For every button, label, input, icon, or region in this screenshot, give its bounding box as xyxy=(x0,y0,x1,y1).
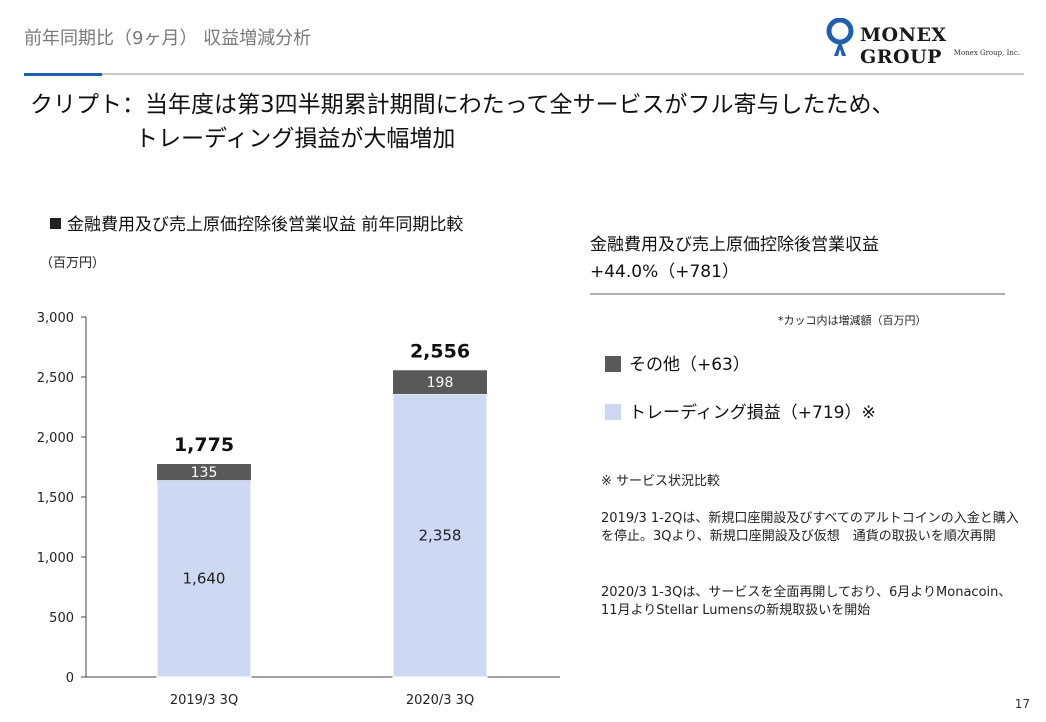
header-accent-bar xyxy=(24,73,102,76)
legend-label-other: その他（+63） xyxy=(629,355,750,375)
bar-segment xyxy=(157,464,251,481)
data-label: 198 xyxy=(427,375,454,391)
bar-segment xyxy=(393,370,487,395)
page-header-title: 前年同期比（9ヶ月） 収益増減分析 xyxy=(24,28,312,49)
x-tick-label: 2019/3 3Q xyxy=(170,693,238,708)
total-label: 1,775 xyxy=(174,434,234,456)
chart-title: 金融費用及び売上原価控除後営業収益 前年同期比較 xyxy=(50,210,463,235)
service-status-paragraph-2: 2020/3 1-3Qは、サービスを全面再開しており、6月よりMonacoin、… xyxy=(601,585,1012,618)
y-tick-label: 2,500 xyxy=(37,371,74,386)
total-label: 2,556 xyxy=(410,340,470,362)
monex-logo-icon xyxy=(826,18,854,56)
legend-item-other: その他（+63） xyxy=(605,350,750,375)
chart-title-text: 金融費用及び売上原価控除後営業収益 前年同期比較 xyxy=(67,215,464,235)
summary-title-line-1: 金融費用及び売上原価控除後営業収益 xyxy=(590,235,879,255)
bar-segment xyxy=(392,393,488,678)
monex-group-logo: MONEX GROUP Monex Group, Inc. xyxy=(824,18,1024,68)
summary-title: 金融費用及び売上原価控除後営業収益 +44.0%（+781） xyxy=(590,232,879,286)
service-status-paragraph-1: 2019/3 1-2Qは、新規口座開設及びすべてのアルトコインの入金と購入を停止… xyxy=(601,511,1019,544)
logo-subtext: Monex Group, Inc. xyxy=(953,49,1020,57)
page-headline: クリプト：当年度は第3四半期累計期間にわたって全サービスがフル寄与したため、 ト… xyxy=(30,88,894,156)
summary-divider xyxy=(590,293,1005,295)
y-tick-label: 1,500 xyxy=(37,491,74,506)
x-tick-label: 2020/3 3Q xyxy=(406,693,474,708)
bar-segment xyxy=(156,479,252,678)
y-tick-label: 1,000 xyxy=(37,551,74,566)
legend-label-trading: トレーディング損益（+719）※ xyxy=(629,403,876,423)
service-status-heading: ※ サービス状況比較 xyxy=(601,474,721,489)
logo-text: MONEX GROUP xyxy=(860,24,947,68)
headline-line-1: クリプト：当年度は第3四半期累計期間にわたって全サービスがフル寄与したため、 xyxy=(30,92,895,118)
legend-item-trading: トレーディング損益（+719）※ xyxy=(605,398,876,423)
legend-swatch-other xyxy=(605,356,621,372)
y-tick-label: 500 xyxy=(49,611,74,626)
stacked-bar-chart: 0 500 1,000 1,500 2,000 2,500 3,000 1,640 135 1,7… xyxy=(37,311,560,708)
y-tick-label: 2,000 xyxy=(37,431,74,446)
header-divider xyxy=(24,73,1024,75)
legend-swatch-trading xyxy=(605,404,621,420)
y-axis-unit-label: （百万円） xyxy=(40,256,106,271)
data-label: 135 xyxy=(191,465,218,481)
summary-note: *カッコ内は増減額（百万円） xyxy=(778,314,927,327)
headline-line-2: トレーディング損益が大幅増加 xyxy=(135,126,456,152)
square-bullet-icon xyxy=(50,218,61,229)
summary-title-line-2: +44.0%（+781） xyxy=(590,262,739,282)
data-label: 2,358 xyxy=(419,527,462,545)
y-tick-label: 3,000 xyxy=(37,311,74,326)
y-tick-label: 0 xyxy=(66,671,74,686)
page-number: 17 xyxy=(1014,697,1030,711)
data-label: 1,640 xyxy=(183,570,226,588)
